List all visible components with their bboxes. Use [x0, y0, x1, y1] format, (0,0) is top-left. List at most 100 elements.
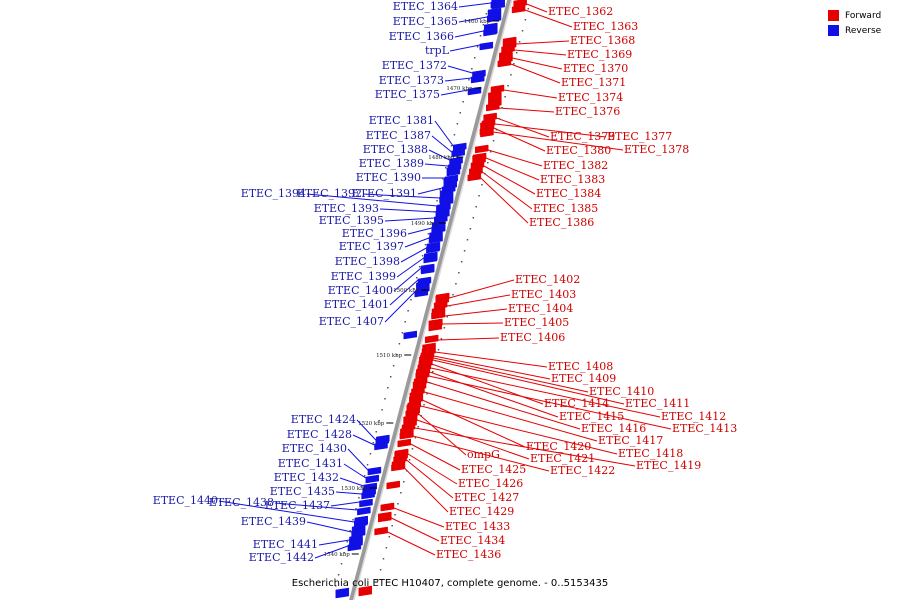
forward-gene-label[interactable]: ETEC_1413 — [672, 422, 737, 435]
reverse-gene-label[interactable]: ETEC_1390 — [356, 171, 421, 184]
reverse-gene-label[interactable]: ETEC_1439 — [241, 515, 306, 528]
gene-arrow[interactable] — [491, 0, 505, 10]
forward-gene-label[interactable]: ETEC_1380 — [546, 144, 611, 157]
gene-arrow[interactable] — [415, 367, 430, 379]
forward-gene-label[interactable]: ETEC_1422 — [550, 464, 615, 477]
gene-arrow[interactable] — [403, 414, 417, 428]
forward-gene-label[interactable]: ETEC_1376 — [555, 105, 620, 118]
gene-arrow[interactable] — [351, 524, 366, 538]
forward-gene-label[interactable]: ETEC_1405 — [504, 316, 569, 329]
reverse-gene-label[interactable]: ETEC_1432 — [274, 471, 339, 484]
forward-gene-label[interactable]: ETEC_1369 — [567, 48, 632, 61]
gene-arrow[interactable] — [439, 188, 454, 206]
reverse-gene-label[interactable]: ETEC_1428 — [287, 428, 352, 441]
reverse-gene-label[interactable]: ETEC_1375 — [375, 88, 440, 101]
reverse-gene-label[interactable]: ETEC_1392 — [297, 187, 362, 200]
reverse-gene-label[interactable]: ETEC_1399 — [331, 270, 396, 283]
reverse-gene-label[interactable]: ETEC_1407 — [319, 315, 384, 328]
reverse-gene-label[interactable]: ETEC_1364 — [393, 0, 458, 13]
gene-arrow[interactable] — [451, 148, 465, 158]
forward-gene-label[interactable]: ETEC_1426 — [458, 477, 523, 490]
gene-arrow[interactable] — [499, 50, 513, 64]
gene-arrow[interactable] — [374, 441, 388, 451]
reverse-gene-label[interactable]: ETEC_1389 — [359, 157, 424, 170]
forward-gene-label[interactable]: ETEC_1411 — [625, 397, 690, 410]
forward-gene-label[interactable]: ETEC_1371 — [561, 76, 626, 89]
forward-gene-label[interactable]: ETEC_1425 — [461, 463, 526, 476]
forward-gene-label[interactable]: ETEC_1408 — [548, 360, 613, 373]
gene-arrow[interactable] — [412, 379, 427, 391]
gene-arrow[interactable] — [400, 426, 414, 440]
reverse-gene-label[interactable]: ETEC_1391 — [352, 187, 417, 200]
forward-gene-label[interactable]: ETEC_1374 — [558, 91, 623, 104]
gene-arrow[interactable] — [376, 434, 390, 444]
forward-gene-label[interactable]: ETEC_1379 — [550, 130, 615, 143]
forward-gene-label[interactable]: ETEC_1434 — [440, 534, 505, 547]
forward-gene-label[interactable]: ETEC_1417 — [598, 434, 663, 447]
gene-arrow[interactable] — [394, 449, 408, 461]
gene-arrow[interactable] — [374, 526, 388, 536]
gene-arrow[interactable] — [480, 120, 494, 138]
reverse-gene-label[interactable]: ETEC_1435 — [270, 485, 335, 498]
forward-gene-label[interactable]: ETEC_1403 — [511, 288, 576, 301]
gene-arrow[interactable] — [429, 230, 443, 244]
reverse-gene-label[interactable]: ETEC_1431 — [278, 457, 343, 470]
forward-gene-label[interactable]: ETEC_1386 — [529, 216, 594, 229]
forward-gene-label[interactable]: ETEC_1382 — [543, 159, 608, 172]
gene-arrow[interactable] — [420, 263, 435, 275]
gene-arrow[interactable] — [502, 36, 517, 50]
gene-arrow[interactable] — [472, 153, 486, 165]
reverse-gene-label[interactable]: ETEC_1438 — [209, 496, 274, 509]
gene-arrow[interactable] — [354, 515, 368, 527]
gene-arrow[interactable] — [484, 22, 498, 36]
reverse-gene-label[interactable]: trpL — [425, 44, 450, 57]
gene-arrow[interactable] — [409, 390, 424, 404]
gene-arrow[interactable] — [424, 251, 438, 263]
gene-arrow[interactable] — [467, 86, 482, 96]
gene-arrow[interactable] — [424, 334, 439, 344]
gene-arrow[interactable] — [391, 459, 406, 471]
reverse-gene-label[interactable]: ETEC_1440 — [153, 494, 218, 507]
reverse-gene-label[interactable]: ETEC_1398 — [335, 255, 400, 268]
gene-arrow[interactable] — [474, 144, 489, 154]
forward-gene-label[interactable]: ETEC_1378 — [624, 143, 689, 156]
gene-arrow[interactable] — [436, 203, 450, 219]
reverse-gene-label[interactable]: ETEC_1441 — [253, 538, 318, 551]
gene-arrow[interactable] — [335, 587, 350, 599]
gene-arrow[interactable] — [446, 165, 461, 177]
gene-arrow[interactable] — [358, 585, 373, 597]
reverse-gene-label[interactable]: ETEC_1396 — [342, 227, 407, 240]
reverse-gene-label[interactable]: ETEC_1381 — [369, 114, 434, 127]
gene-arrow[interactable] — [397, 438, 412, 448]
reverse-gene-label[interactable]: ETEC_1397 — [339, 240, 404, 253]
forward-gene-label[interactable]: ETEC_1414 — [544, 397, 609, 410]
forward-gene-label[interactable]: ETEC_1418 — [618, 447, 683, 460]
forward-gene-label[interactable]: ETEC_1427 — [454, 491, 519, 504]
gene-arrow[interactable] — [359, 498, 373, 508]
gene-arrow[interactable] — [469, 166, 483, 176]
forward-gene-label[interactable]: ETEC_1419 — [636, 459, 701, 472]
gene-arrow[interactable] — [443, 176, 458, 190]
forward-gene-label[interactable]: ETEC_1433 — [445, 520, 510, 533]
reverse-gene-label[interactable]: ETEC_1424 — [291, 413, 356, 426]
reverse-gene-label[interactable]: ETEC_1366 — [389, 30, 454, 43]
reverse-gene-label[interactable]: ETEC_1400 — [328, 284, 393, 297]
forward-gene-label[interactable]: ETEC_1385 — [533, 202, 598, 215]
forward-gene-label[interactable]: ETEC_1436 — [436, 548, 501, 561]
gene-arrow[interactable] — [365, 474, 380, 484]
forward-gene-label[interactable]: ETEC_1409 — [551, 372, 616, 385]
forward-gene-label[interactable]: ETEC_1383 — [540, 173, 605, 186]
gene-arrow[interactable] — [419, 354, 433, 368]
gene-arrow[interactable] — [403, 330, 417, 340]
gene-arrow[interactable] — [431, 306, 446, 320]
forward-gene-label[interactable]: ETEC_1420 — [526, 440, 591, 453]
gene-arrow[interactable] — [435, 293, 449, 305]
reverse-gene-label[interactable]: ETEC_1430 — [282, 442, 347, 455]
reverse-gene-label[interactable]: ETEC_1394 — [241, 187, 306, 200]
gene-arrow[interactable] — [487, 7, 502, 23]
reverse-gene-label[interactable]: ETEC_1387 — [366, 129, 431, 142]
gene-arrow[interactable] — [406, 402, 420, 416]
gene-arrow[interactable] — [386, 480, 400, 490]
forward-gene-label[interactable]: ETEC_1370 — [563, 62, 628, 75]
forward-gene-label[interactable]: ETEC_1406 — [500, 331, 565, 344]
